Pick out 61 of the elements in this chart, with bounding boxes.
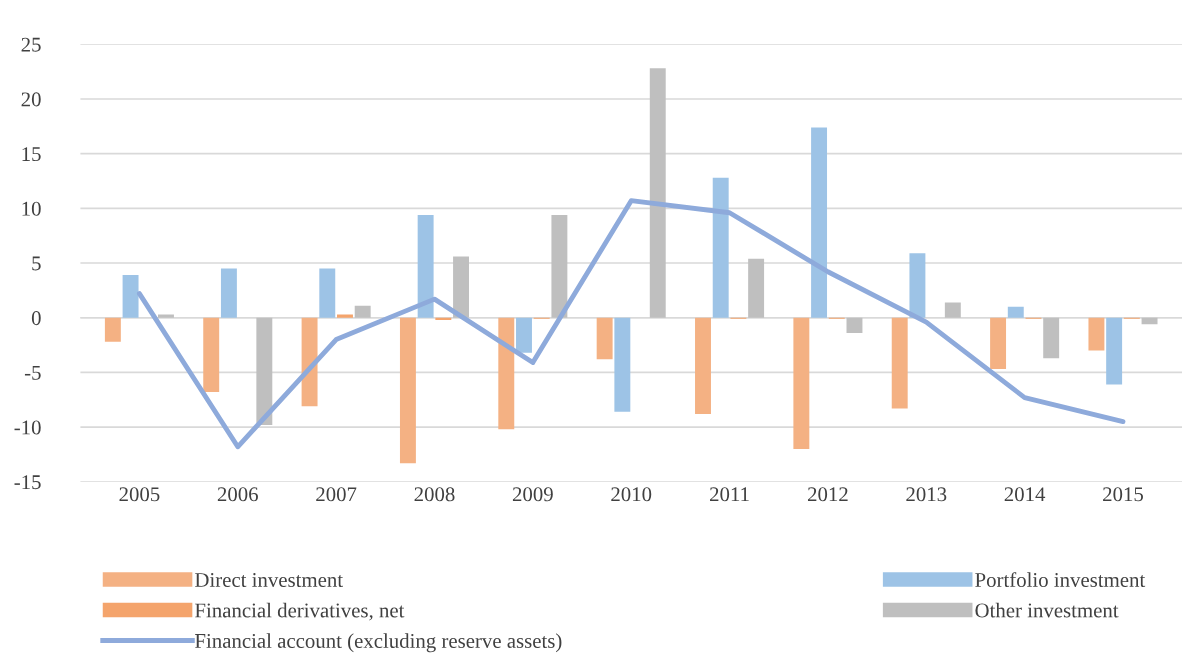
legend-label: Direct investment bbox=[195, 573, 343, 587]
bar bbox=[220, 268, 237, 318]
bar bbox=[551, 214, 568, 318]
bar bbox=[944, 302, 961, 318]
bar bbox=[614, 317, 631, 412]
bar bbox=[990, 317, 1007, 370]
legend-label: Other investment bbox=[975, 602, 1119, 618]
y-tick-label: -10 bbox=[14, 420, 41, 435]
x-tick-label: 2014 bbox=[1004, 487, 1046, 502]
x-tick-label: 2011 bbox=[710, 487, 749, 502]
x-tick-label: 2005 bbox=[119, 487, 160, 502]
y-tick-label: 15 bbox=[22, 147, 41, 162]
bar bbox=[649, 68, 666, 318]
line-series bbox=[136, 198, 1126, 450]
x-tick-label: 2008 bbox=[414, 487, 455, 502]
y-tick-label: -5 bbox=[24, 365, 41, 380]
bar bbox=[793, 317, 810, 449]
bar bbox=[301, 317, 318, 407]
bar bbox=[122, 275, 139, 318]
y-tick-label: -15 bbox=[14, 475, 41, 490]
y-tick-label: 25 bbox=[21, 37, 41, 52]
bar bbox=[158, 314, 174, 318]
bar bbox=[354, 305, 371, 318]
y-tick-label: 20 bbox=[21, 92, 41, 107]
bar bbox=[399, 317, 416, 464]
x-tick-label: 2015 bbox=[1103, 487, 1144, 502]
bar bbox=[1007, 306, 1024, 318]
bar bbox=[1043, 317, 1060, 359]
legend-label: Financial derivatives, net bbox=[195, 602, 405, 621]
bar bbox=[516, 317, 532, 353]
bar bbox=[453, 256, 470, 318]
bar bbox=[891, 317, 908, 409]
bar bbox=[319, 268, 336, 318]
x-tick-label: 2010 bbox=[611, 487, 652, 502]
bar bbox=[337, 314, 353, 318]
bar bbox=[695, 317, 711, 414]
bar bbox=[498, 317, 515, 430]
bar bbox=[712, 177, 729, 318]
bar bbox=[1141, 317, 1158, 325]
x-tick-label: 2009 bbox=[512, 487, 553, 502]
bar bbox=[1106, 317, 1123, 385]
legend-label: Financial account (excluding reserve assets) bbox=[195, 633, 562, 653]
bar bbox=[846, 317, 863, 334]
x-tick-label: 2013 bbox=[906, 487, 947, 502]
bar bbox=[104, 317, 121, 342]
bar bbox=[203, 317, 220, 393]
x-tick-label: 2012 bbox=[808, 487, 848, 502]
bar bbox=[748, 258, 765, 318]
x-tick-label: 2007 bbox=[316, 487, 357, 502]
x-tick-label: 2006 bbox=[217, 487, 258, 502]
bar bbox=[435, 317, 452, 320]
bar bbox=[909, 253, 926, 318]
bar bbox=[417, 214, 434, 318]
bar bbox=[1088, 317, 1105, 351]
y-tick-label: 10 bbox=[22, 201, 41, 216]
y-tick-label: 0 bbox=[31, 311, 41, 326]
bar bbox=[811, 127, 828, 318]
bar bbox=[596, 317, 613, 360]
y-tick-label: 5 bbox=[32, 256, 41, 271]
legend-label: Portfolio investment bbox=[975, 572, 1146, 587]
bar bbox=[256, 317, 273, 425]
